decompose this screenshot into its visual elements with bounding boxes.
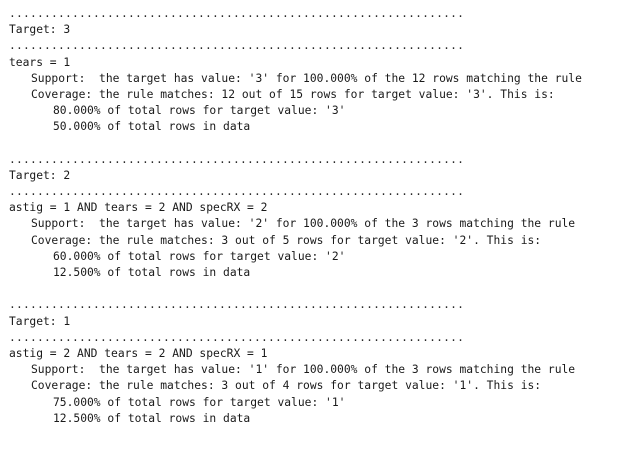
- rule-text: astig = 1 AND tears = 2 AND specRX = 2: [9, 201, 268, 215]
- separator-line: ........................................…: [9, 152, 465, 166]
- separator-line: ........................................…: [9, 185, 465, 199]
- total-percent-text: 12.500% of total rows in data: [53, 411, 251, 425]
- coverage-text: Coverage: the rule matches: 3 out of 5 r…: [31, 233, 542, 247]
- coverage-text: Coverage: the rule matches: 12 out of 15…: [31, 87, 555, 101]
- separator-line: ........................................…: [9, 330, 465, 344]
- rule-text: astig = 2 AND tears = 2 AND specRX = 1: [9, 346, 268, 360]
- separator-line: ........................................…: [9, 39, 465, 53]
- support-text: Support: the target has value: '1' for 1…: [31, 363, 576, 377]
- target-percent-text: 75.000% of total rows for target value: …: [53, 395, 346, 409]
- support-text: Support: the target has value: '2' for 1…: [31, 217, 576, 231]
- target-heading: Target: 1: [9, 314, 71, 328]
- console-output: ........................................…: [9, 6, 629, 427]
- blank-line: [9, 281, 629, 297]
- separator-line: ........................................…: [9, 298, 465, 312]
- separator-line: ........................................…: [9, 7, 465, 20]
- support-text: Support: the target has value: '3' for 1…: [31, 71, 582, 85]
- target-percent-text: 80.000% of total rows for target value: …: [53, 104, 346, 118]
- rule-text: tears = 1: [9, 55, 71, 69]
- total-percent-text: 50.000% of total rows in data: [53, 120, 251, 134]
- target-heading: Target: 2: [9, 168, 71, 182]
- target-percent-text: 60.000% of total rows for target value: …: [53, 249, 346, 263]
- blank-line: [9, 136, 629, 152]
- target-heading: Target: 3: [9, 23, 71, 37]
- total-percent-text: 12.500% of total rows in data: [53, 266, 251, 279]
- coverage-text: Coverage: the rule matches: 3 out of 4 r…: [31, 379, 542, 393]
